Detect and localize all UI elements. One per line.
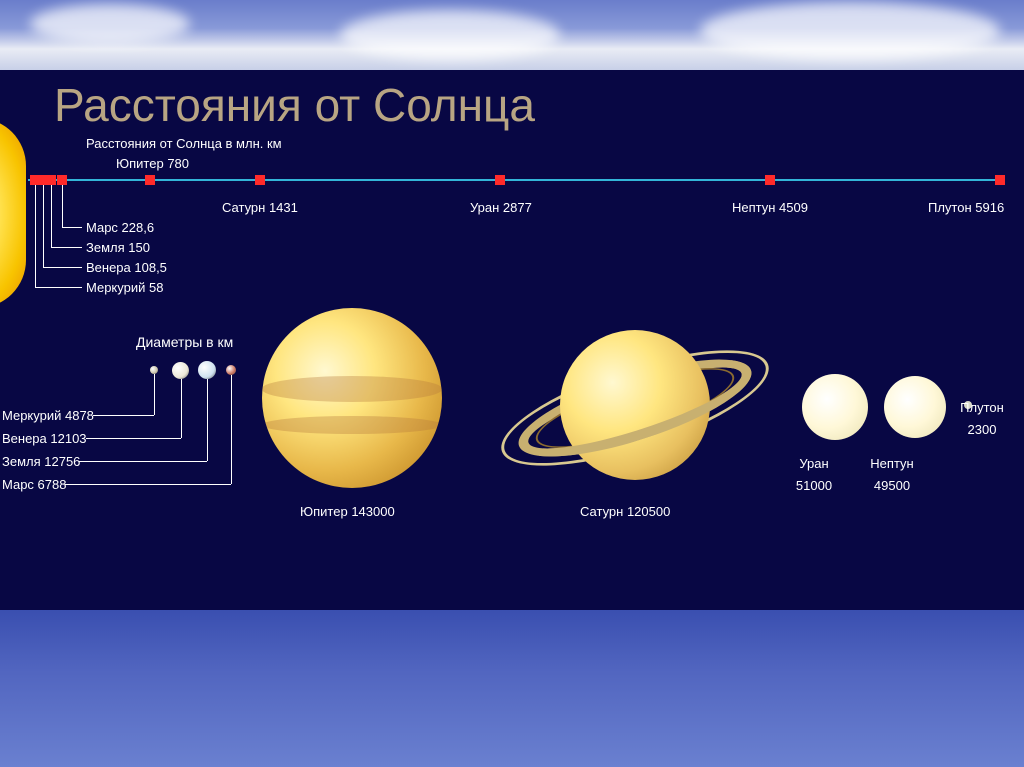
diam-leader-v-mars	[231, 375, 232, 484]
distance-label-Юпитер: Юпитер 780	[116, 156, 189, 171]
leader-v-Земля	[51, 185, 52, 247]
label-name-neptune: Нептун	[870, 456, 913, 471]
leader-v-Марс	[62, 185, 63, 227]
distance-marker-Земля	[46, 175, 56, 185]
leader-h-Земля	[51, 247, 82, 248]
neptune	[884, 376, 946, 438]
leader-h-Меркурий	[35, 287, 82, 288]
label-diam-neptune: 49500	[874, 478, 910, 493]
planet-venus	[172, 362, 189, 379]
label-saturn: Сатурн 120500	[580, 504, 670, 519]
distance-label-Сатурн: Сатурн 1431	[222, 200, 298, 215]
diam-leader-v-venus	[181, 379, 182, 438]
diam-leader-h-mars	[65, 484, 231, 485]
distance-label-Земля: Земля 150	[86, 240, 150, 255]
distance-label-Плутон: Плутон 5916	[928, 200, 1004, 215]
leader-h-Венера	[43, 267, 82, 268]
diameter-label-mercury: Меркурий 4878	[2, 408, 94, 423]
label-diam-pluto: 2300	[968, 422, 997, 437]
planet-earth	[198, 361, 216, 379]
distance-marker-Марс	[57, 175, 67, 185]
diameter-label-earth: Земля 12756	[2, 454, 80, 469]
diam-leader-h-earth	[79, 461, 207, 462]
label-name-uranus: Уран	[799, 456, 828, 471]
page-title: Расстояния от Солнца	[54, 78, 535, 132]
diameter-label-venus: Венера 12103	[2, 431, 87, 446]
distance-marker-Нептун	[765, 175, 775, 185]
diam-leader-v-earth	[207, 379, 208, 461]
label-jupiter: Юпитер 143000	[300, 504, 395, 519]
distance-label-Нептун: Нептун 4509	[732, 200, 808, 215]
diameter-label-mars: Марс 6788	[2, 477, 66, 492]
planet-mercury	[150, 366, 158, 374]
uranus	[802, 374, 868, 440]
label-name-pluto: Плутон	[960, 400, 1004, 415]
diameters-label: Диаметры в км	[136, 334, 233, 350]
sky-background	[0, 0, 1024, 70]
diam-leader-v-mercury	[154, 374, 155, 415]
diam-leader-h-venus	[86, 438, 181, 439]
jupiter	[262, 308, 442, 488]
distance-marker-Сатурн	[255, 175, 265, 185]
distance-marker-Юпитер	[145, 175, 155, 185]
leader-v-Венера	[43, 185, 44, 267]
diam-leader-h-mercury	[93, 415, 154, 416]
leader-h-Марс	[62, 227, 82, 228]
distance-label-Венера: Венера 108,5	[86, 260, 167, 275]
leader-v-Меркурий	[35, 185, 36, 287]
distance-label-Уран: Уран 2877	[470, 200, 532, 215]
distance-marker-Уран	[495, 175, 505, 185]
sea-background	[0, 610, 1024, 767]
label-diam-uranus: 51000	[796, 478, 832, 493]
distance-label-Марс: Марс 228,6	[86, 220, 154, 235]
distance-label-Меркурий: Меркурий 58	[86, 280, 163, 295]
distance-axis	[28, 179, 1004, 181]
planet-mars	[226, 365, 236, 375]
distance-marker-Плутон	[995, 175, 1005, 185]
distance-scale-label: Расстояния от Солнца в млн. км	[86, 136, 282, 151]
